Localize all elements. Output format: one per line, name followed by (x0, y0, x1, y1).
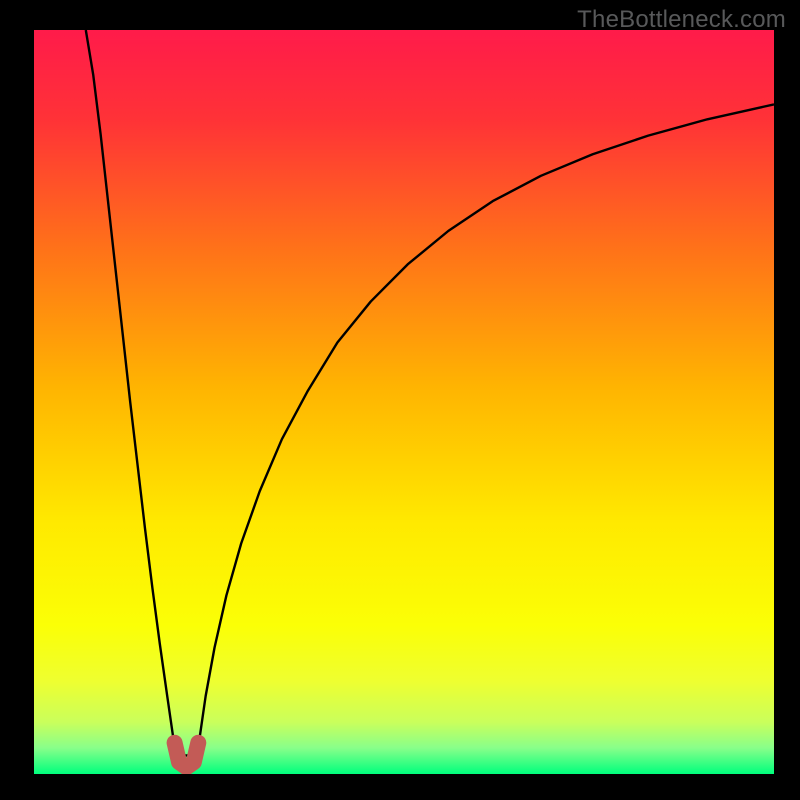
watermark-text: TheBottleneck.com (577, 6, 786, 34)
chart-background (34, 30, 774, 774)
chart-frame: TheBottleneck.com (0, 0, 800, 800)
bottleneck-chart (34, 30, 774, 774)
